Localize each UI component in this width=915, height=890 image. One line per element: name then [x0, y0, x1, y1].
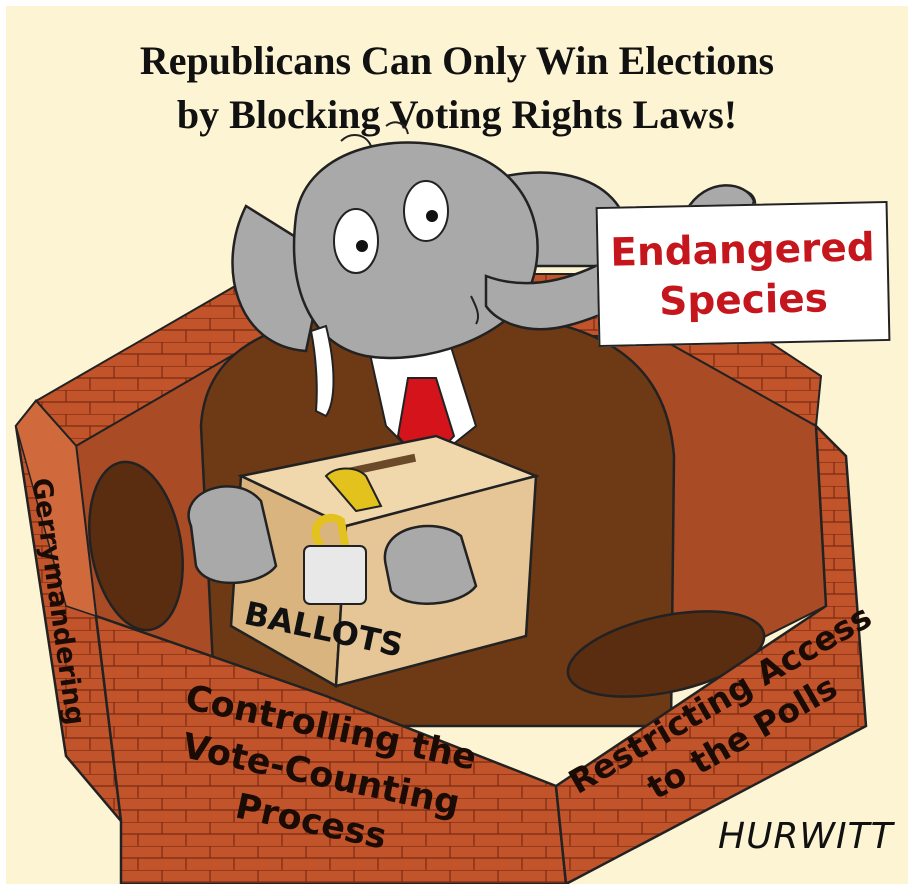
endangered-species-sign: Endangered Species	[595, 200, 891, 348]
front-walls	[14, 399, 868, 884]
title-line-2: by Blocking Voting Rights Laws!	[176, 92, 738, 137]
cartoon-title: Republicans Can Only Win Elections by Bl…	[6, 34, 908, 142]
cartoon-frame: Republicans Can Only Win Elections by Bl…	[6, 6, 908, 884]
cartoon-illustration	[14, 121, 868, 884]
padlock-icon	[303, 467, 383, 605]
artist-signature: HURWITT	[718, 816, 894, 857]
sign-line-1: Endangered	[609, 225, 876, 276]
elephant-feet	[88, 460, 766, 698]
sign-line-2: Species	[658, 276, 829, 325]
title-line-1: Republicans Can Only Win Elections	[139, 38, 775, 83]
